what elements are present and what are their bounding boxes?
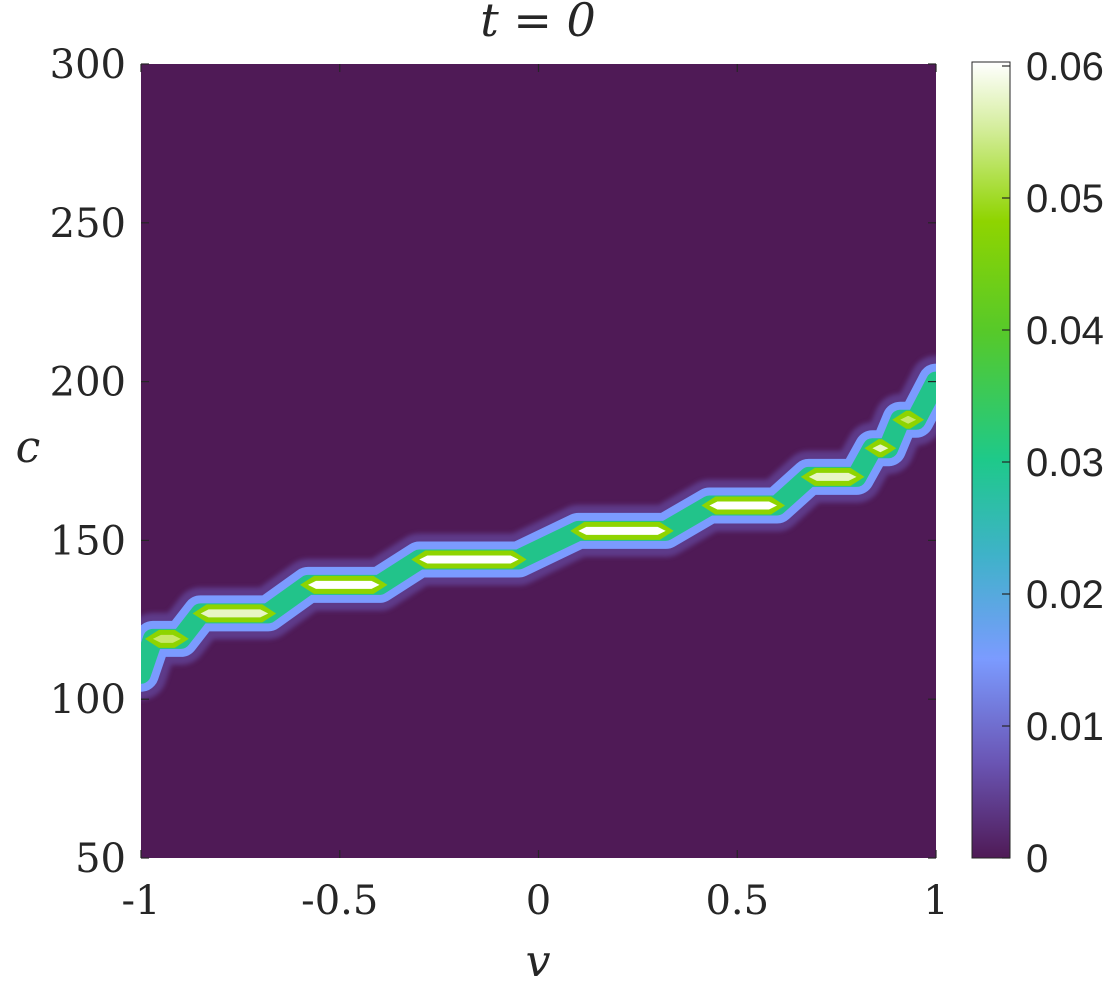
colorbar-tick-label: 0.06 [1026,45,1104,89]
colorbar-tick-label: 0 [1026,837,1048,881]
ridge-peak [419,555,519,564]
colorbar-gradient [971,61,1011,859]
y-tick-labels: 300 250 200 150 100 50 [50,42,126,882]
colorbar: 0.06 0.05 0.04 0.03 0.02 0.01 0 [971,45,1104,881]
colorbar-ticks: 0.06 0.05 0.04 0.03 0.02 0.01 0 [1002,45,1104,881]
y-tick-label: 200 [50,360,126,406]
colorbar-tick-label: 0.02 [1026,573,1104,617]
colorbar-tick-label: 0.04 [1026,309,1104,353]
x-tick-labels: -1 -0.5 0 0.5 1 [122,878,949,924]
x-tick-label: -0.5 [301,878,378,924]
ridge-layer [141,355,936,700]
x-tick-label: 0 [526,878,551,924]
y-tick-label: 300 [50,42,126,88]
ridge-peak [578,526,666,535]
x-tick-label: -1 [122,878,161,924]
ridge-peak [900,415,917,424]
tick-marks [140,63,937,859]
ridge-peak [152,634,181,643]
ridge-peak [200,609,269,618]
x-axis-label: v [526,936,551,982]
colorbar-tick-label: 0.05 [1026,177,1104,221]
ridge-peak [808,472,857,481]
y-tick-label: 250 [50,201,126,247]
y-tick-label: 50 [75,836,126,882]
x-tick-label: 1 [923,878,948,924]
ridge-peak [308,580,380,589]
y-tick-label: 100 [50,677,126,723]
ridge-peak [872,444,889,453]
colorbar-tick-label: 0.01 [1026,705,1104,749]
chart-title: t = 0 [480,0,596,47]
x-tick-label: 0.5 [705,878,769,924]
ridge-peak [709,501,777,510]
y-axis-label: c [16,422,41,473]
y-tick-label: 150 [50,518,126,564]
colorbar-tick-label: 0.03 [1026,441,1104,485]
plot-area [140,63,937,859]
